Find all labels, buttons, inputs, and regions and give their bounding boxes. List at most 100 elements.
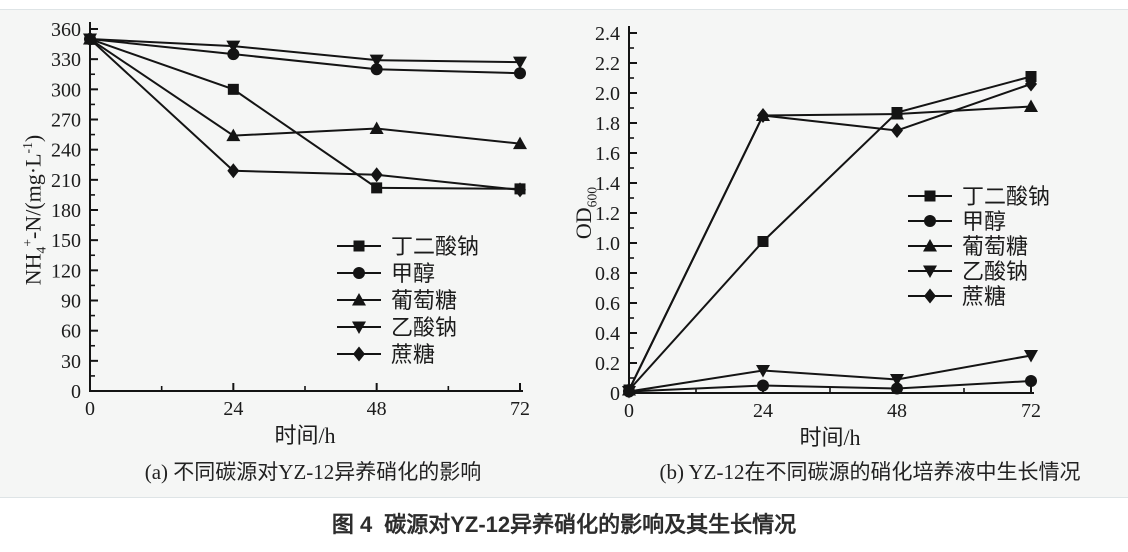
marker-triangle-up (226, 128, 241, 142)
y-tick-label: 1.6 (595, 143, 620, 165)
x-tick-label: 24 (223, 398, 243, 420)
marker-diamond (353, 346, 365, 362)
chart-b-y-axis-label: OD600 (571, 186, 600, 240)
series-line-diamond (628, 83, 1032, 391)
x-tick-label: 0 (624, 400, 634, 422)
chart-a: 0 30 60 90 120 150 180 210 240 270 300 330 360 0 24 48 7… (0, 10, 564, 497)
y-tick-label: 150 (51, 230, 81, 252)
marker-triangle-down (513, 56, 527, 70)
marker-triangle-down (1024, 350, 1038, 363)
marker-square (371, 182, 383, 194)
marker-triangle-down (226, 40, 241, 54)
legend-label: 蔗糖 (391, 342, 435, 367)
marker-square (924, 190, 936, 202)
legend-label: 甲醇 (962, 209, 1006, 234)
marker-circle (227, 48, 240, 61)
y-tick-label: 360 (51, 19, 81, 41)
marker-circle (891, 382, 903, 395)
marker-triangle-down (923, 265, 937, 278)
marker-diamond (227, 163, 240, 179)
marker-triangle-down (756, 365, 770, 378)
marker-diamond (891, 123, 903, 138)
legend-label: 甲醇 (391, 261, 435, 286)
chart-b: 0 0.2 0.4 0.6 0.8 1.0 1.2 1.4 1.6 1.8 2.0 2.2 2.4 0 24… (564, 10, 1128, 497)
series-line-circle (628, 380, 1032, 393)
marker-diamond (370, 167, 383, 183)
marker-diamond (924, 288, 936, 304)
legend-label: 丁二酸钠 (391, 234, 479, 259)
marker-triangle-up (369, 121, 384, 135)
legend-label: 丁二酸钠 (962, 184, 1050, 209)
legend-label: 乙酸钠 (962, 259, 1028, 284)
y-tick-label: 270 (51, 110, 81, 132)
marker-diamond (757, 108, 769, 123)
y-tick-label: 240 (51, 140, 81, 162)
legend-label: 乙酸钠 (391, 315, 457, 340)
y-tick-label: 60 (61, 321, 81, 343)
marker-triangle-down (352, 321, 366, 334)
marker-triangle-up (890, 107, 904, 120)
y-tick-label: 1.0 (595, 233, 620, 255)
marker-triangle-down (369, 54, 384, 68)
series-line-circle (89, 38, 521, 75)
x-tick-label: 48 (367, 398, 387, 420)
x-tick-label: 24 (753, 400, 773, 422)
y-tick-label: 2.4 (595, 23, 620, 45)
series-line-triangle-up (89, 38, 521, 145)
marker-triangle-up (352, 293, 366, 306)
figure-number: 图 4 (331, 512, 373, 537)
y-tick-label: 0.4 (595, 323, 620, 345)
figure-panel: 0 30 60 90 120 150 180 210 240 270 300 330 360 0 24 48 7… (0, 9, 1128, 498)
legend-label: 蔗糖 (962, 284, 1006, 309)
y-tick-label: 300 (51, 79, 81, 101)
y-tick-label: 2.0 (595, 83, 620, 105)
y-tick-label: 0.6 (595, 293, 620, 315)
series-line-triangle-down (89, 38, 521, 64)
marker-circle (353, 267, 365, 279)
marker-square (227, 83, 239, 95)
figure-caption: 图 4 碳源对YZ-12异养硝化的影响及其生长情况 (0, 507, 1128, 539)
marker-circle (370, 63, 383, 76)
y-tick-label: 0.2 (595, 353, 620, 375)
y-tick-label: 210 (51, 170, 81, 192)
chart-b-canvas: 0 0.2 0.4 0.6 0.8 1.0 1.2 1.4 1.6 1.8 2.0 2.2 2.4 0 24… (595, 23, 1050, 450)
marker-circle (514, 67, 526, 80)
y-tick-label: 1.8 (595, 113, 620, 135)
y-tick-label: 1.4 (595, 173, 620, 195)
y-tick-label: 90 (61, 291, 81, 313)
y-tick-label: 0 (610, 383, 620, 405)
chart-a-canvas: 0 30 60 90 120 150 180 210 240 270 300 330 360 0 24 48 7… (51, 19, 530, 448)
marker-diamond (1025, 76, 1037, 92)
chart-b-caption: (b) YZ-12在不同碳源的硝化培养液中生长情况 (659, 460, 1081, 484)
marker-circle (757, 379, 769, 392)
y-tick-label: 120 (51, 260, 81, 282)
marker-circle (924, 215, 936, 227)
chart-a-caption: (a) 不同碳源对YZ-12异养硝化的影响 (144, 460, 482, 484)
x-tick-label: 48 (887, 400, 907, 422)
series-line-triangle-down (628, 354, 1032, 393)
marker-triangle-up (513, 136, 527, 150)
legend-label: 葡萄糖 (391, 288, 457, 313)
y-tick-label: 2.2 (595, 53, 620, 75)
y-tick-label: 330 (51, 49, 81, 71)
marker-triangle-down (890, 374, 904, 387)
figure-caption-text: 碳源对YZ-12异养硝化的影响及其生长情况 (384, 512, 797, 537)
legend-label: 葡萄糖 (962, 234, 1028, 259)
y-tick-label: 180 (51, 200, 81, 222)
marker-square (353, 240, 365, 252)
y-tick-label: 0.8 (595, 263, 620, 285)
marker-diamond (623, 382, 635, 398)
x-axis-label: 时间/h (799, 425, 860, 450)
chart-a-y-axis-label: NH4+-N/(mg·L-1) (20, 134, 49, 286)
marker-circle (1025, 375, 1037, 387)
x-tick-label: 72 (1021, 400, 1041, 422)
marker-square (757, 236, 769, 247)
marker-triangle-up (1024, 99, 1038, 112)
x-tick-label: 72 (510, 398, 530, 420)
series-line-square (628, 75, 1032, 391)
marker-triangle-up (923, 239, 937, 252)
series-line-square (89, 38, 521, 190)
series-line-diamond (89, 38, 521, 191)
x-tick-label: 0 (85, 398, 95, 420)
y-tick-label: 1.2 (595, 203, 620, 225)
